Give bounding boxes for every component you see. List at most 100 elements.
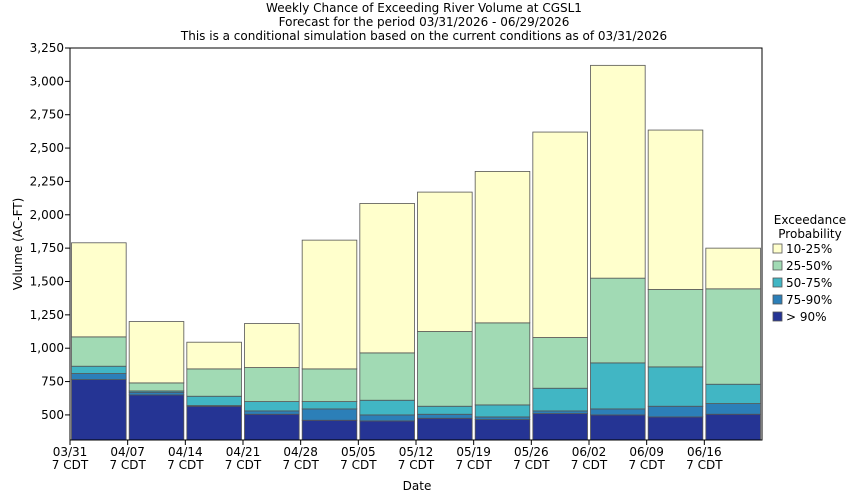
x-tick-label: 06/02 7 CDT — [571, 445, 608, 472]
bar-segment — [417, 417, 473, 441]
chart-subtitle: This is a conditional simulation based o… — [180, 29, 667, 43]
bar-segment — [71, 336, 127, 367]
bar-segment — [705, 413, 761, 441]
legend-swatch — [772, 311, 783, 322]
x-tick-label: 06/09 7 CDT — [628, 445, 665, 472]
bar-segment — [244, 410, 300, 415]
bar-segment — [532, 387, 588, 412]
legend-label: 25-50% — [786, 259, 832, 273]
legend-label: 10-25% — [786, 242, 832, 256]
bar-segment — [359, 420, 415, 441]
x-tick-label: 03/31 7 CDT — [52, 445, 89, 472]
y-tick-label: 750 — [41, 375, 64, 389]
y-tick-label: 3,000 — [30, 74, 64, 88]
bar-segment — [128, 321, 185, 384]
bar-segment — [244, 367, 300, 402]
bar-segment — [128, 382, 185, 392]
bar-segment — [532, 413, 588, 441]
y-tick-label: 2,750 — [30, 108, 64, 122]
bar-segment — [301, 408, 358, 421]
bar-segment — [474, 404, 531, 418]
bar-segment — [301, 419, 358, 441]
bar-segment — [647, 129, 704, 290]
legend-title: Exceedance — [774, 213, 846, 227]
legend-label: 75-90% — [786, 293, 832, 307]
x-tick-label: 05/12 7 CDT — [398, 445, 435, 472]
bar-segment — [244, 413, 300, 441]
x-tick-label: 04/07 7 CDT — [109, 445, 146, 472]
legend-title: Probability — [778, 227, 841, 241]
bar-segment — [590, 414, 646, 441]
chart-title: Weekly Chance of Exceeding River Volume … — [266, 1, 582, 15]
bar-segment — [186, 368, 242, 397]
legend-swatch — [772, 243, 783, 254]
y-tick-label: 3,250 — [30, 41, 64, 55]
bar-segment — [474, 322, 531, 406]
bar-segment — [128, 391, 185, 396]
legend-label: > 90% — [786, 310, 827, 324]
bar-segment — [417, 413, 473, 419]
bar-segment — [359, 203, 415, 354]
chart-subtitle: Forecast for the period 03/31/2026 - 06/… — [279, 15, 570, 29]
x-tick-label: 04/21 7 CDT — [225, 445, 262, 472]
bar-segment — [474, 419, 531, 441]
bar-segment — [417, 405, 473, 415]
x-tick-label: 04/28 7 CDT — [282, 445, 319, 472]
x-tick-label: 05/05 7 CDT — [340, 445, 377, 472]
bar-segment — [474, 416, 531, 420]
bar-segment — [590, 64, 646, 279]
bar-segment — [705, 403, 761, 415]
bar-segment — [71, 373, 127, 380]
legend-swatch — [772, 294, 783, 305]
bar-segment — [301, 239, 358, 370]
bar-segment — [532, 337, 588, 389]
bar-segment — [532, 131, 588, 338]
bar-segment — [474, 171, 531, 324]
y-axis-label: Volume (AC-FT) — [11, 198, 25, 291]
bar-segment — [359, 399, 415, 416]
bar-segment — [186, 341, 242, 370]
legend-swatch — [772, 260, 783, 271]
y-tick-label: 1,000 — [30, 341, 64, 355]
y-tick-label: 2,250 — [30, 174, 64, 188]
bar-segment — [705, 288, 761, 385]
bar-segment — [244, 323, 300, 368]
bar-segment — [301, 368, 358, 402]
bar-segment — [186, 405, 242, 441]
bar-segment — [532, 410, 588, 414]
bar-segment — [647, 366, 704, 407]
y-tick-label: 2,500 — [30, 141, 64, 155]
y-tick-label: 1,500 — [30, 274, 64, 288]
legend-label: 50-75% — [786, 276, 832, 290]
bar-segment — [647, 416, 704, 441]
bar-segment — [359, 414, 415, 422]
bar-segment — [128, 394, 185, 441]
bar-segment — [647, 289, 704, 368]
bar-segment — [705, 383, 761, 404]
bar-segment — [647, 405, 704, 418]
bar-segment — [359, 352, 415, 401]
x-tick-label: 06/16 7 CDT — [686, 445, 723, 472]
legend-swatch — [772, 277, 783, 288]
bar-segment — [71, 379, 127, 441]
x-tick-label: 04/14 7 CDT — [167, 445, 204, 472]
y-tick-label: 1,250 — [30, 308, 64, 322]
bar-segment — [244, 401, 300, 412]
bar-segment — [590, 277, 646, 364]
y-tick-label: 500 — [41, 408, 64, 422]
bar-segment — [590, 362, 646, 410]
bar-segment — [590, 408, 646, 416]
bar-segment — [705, 247, 761, 290]
x-tick-label: 05/26 7 CDT — [513, 445, 550, 472]
bar-segment — [417, 191, 473, 332]
bar-segment — [301, 401, 358, 410]
bar-segment — [417, 331, 473, 407]
x-tick-label: 05/19 7 CDT — [455, 445, 492, 472]
bar-segment — [186, 395, 242, 406]
y-tick-label: 1,750 — [30, 241, 64, 255]
bar-segment — [71, 365, 127, 374]
bar-segment — [71, 242, 127, 338]
y-tick-label: 2,000 — [30, 208, 64, 222]
x-axis-label: Date — [403, 479, 432, 493]
